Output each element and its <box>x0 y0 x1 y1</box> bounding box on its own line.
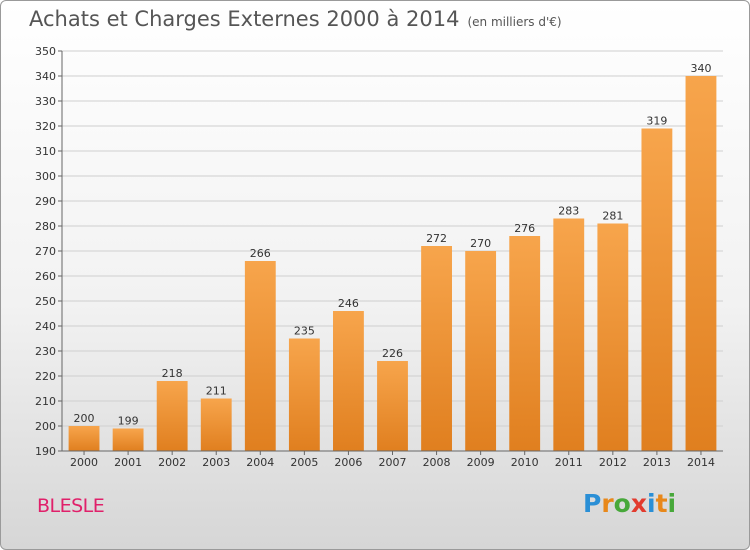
axes <box>58 50 723 455</box>
proxiti-logo: Proxiti <box>583 489 676 518</box>
y-tick-label: 230 <box>35 345 56 358</box>
logo-letter: t <box>655 489 668 518</box>
bars <box>68 76 717 451</box>
commune-name: BLESLE <box>37 495 105 517</box>
x-tick-label: 2011 <box>555 456 583 469</box>
chart-subtitle: (en milliers d'€) <box>467 15 562 29</box>
y-tick-label: 200 <box>35 420 56 433</box>
bar <box>112 428 144 451</box>
y-tick-label: 300 <box>35 170 56 183</box>
data-label: 226 <box>382 347 403 360</box>
bar <box>553 218 585 451</box>
x-tick-label: 2005 <box>290 456 318 469</box>
y-tick-label: 320 <box>35 120 56 133</box>
y-tick-label: 280 <box>35 220 56 233</box>
y-tick-label: 290 <box>35 195 56 208</box>
data-label: 319 <box>646 115 667 128</box>
x-tick-label: 2007 <box>379 456 407 469</box>
x-tick-label: 2006 <box>334 456 362 469</box>
x-tick-label: 2004 <box>246 456 274 469</box>
logo-letter: x <box>630 489 647 518</box>
y-tick-label: 210 <box>35 395 56 408</box>
x-tick-label: 2008 <box>423 456 451 469</box>
bar <box>200 398 232 451</box>
bar <box>333 311 364 451</box>
y-tick-label: 250 <box>35 295 56 308</box>
bar <box>288 338 320 451</box>
x-tick-label: 2000 <box>70 456 98 469</box>
y-tick-label: 220 <box>35 370 56 383</box>
x-tick-label: 2012 <box>599 456 627 469</box>
data-label: 199 <box>118 415 139 428</box>
x-tick-label: 2013 <box>643 456 671 469</box>
labels: 190 200 210 220 230 240 250 260 270 280 290 300 310 3… <box>35 45 715 469</box>
logo-letter: r <box>601 489 614 518</box>
bar <box>641 128 673 451</box>
y-tick-label: 190 <box>35 445 56 458</box>
data-label: 211 <box>206 385 227 398</box>
logo-letter: o <box>613 489 631 518</box>
logo-letter: i <box>647 489 656 518</box>
y-tick-label: 240 <box>35 320 56 333</box>
chart-title: Achats et Charges Externes 2000 à 2014 (e… <box>29 7 562 31</box>
bar <box>68 426 100 451</box>
data-label: 218 <box>162 367 183 380</box>
logo-letter: i <box>667 489 677 518</box>
bar <box>465 251 497 451</box>
bar <box>421 246 452 451</box>
x-tick-label: 2002 <box>158 456 186 469</box>
bar <box>244 261 276 451</box>
data-label: 270 <box>470 237 491 250</box>
y-tick-label: 270 <box>35 245 56 258</box>
y-tick-label: 340 <box>35 70 56 83</box>
bar <box>597 223 629 451</box>
data-label: 276 <box>514 222 535 235</box>
data-label: 266 <box>250 247 271 260</box>
bar <box>509 236 541 451</box>
y-tick-label: 260 <box>35 270 56 283</box>
data-label: 281 <box>602 210 623 223</box>
title-text: Achats et Charges Externes 2000 à 2014 <box>29 7 460 31</box>
x-tick-label: 2009 <box>467 456 495 469</box>
bar <box>377 361 408 451</box>
x-tick-label: 2010 <box>511 456 539 469</box>
data-label: 340 <box>690 62 711 75</box>
logo-letter: P <box>583 489 602 518</box>
x-tick-label: 2003 <box>202 456 230 469</box>
y-tick-label: 310 <box>35 145 56 158</box>
data-label: 235 <box>294 325 315 338</box>
data-label: 200 <box>74 412 95 425</box>
bar <box>156 381 188 451</box>
bar <box>685 76 717 451</box>
data-label: 283 <box>558 205 579 218</box>
data-label: 272 <box>426 232 447 245</box>
x-tick-label: 2001 <box>114 456 142 469</box>
y-tick-label: 350 <box>35 45 56 58</box>
x-tick-label: 2014 <box>687 456 715 469</box>
y-tick-label: 330 <box>35 95 56 108</box>
data-label: 246 <box>338 297 359 310</box>
